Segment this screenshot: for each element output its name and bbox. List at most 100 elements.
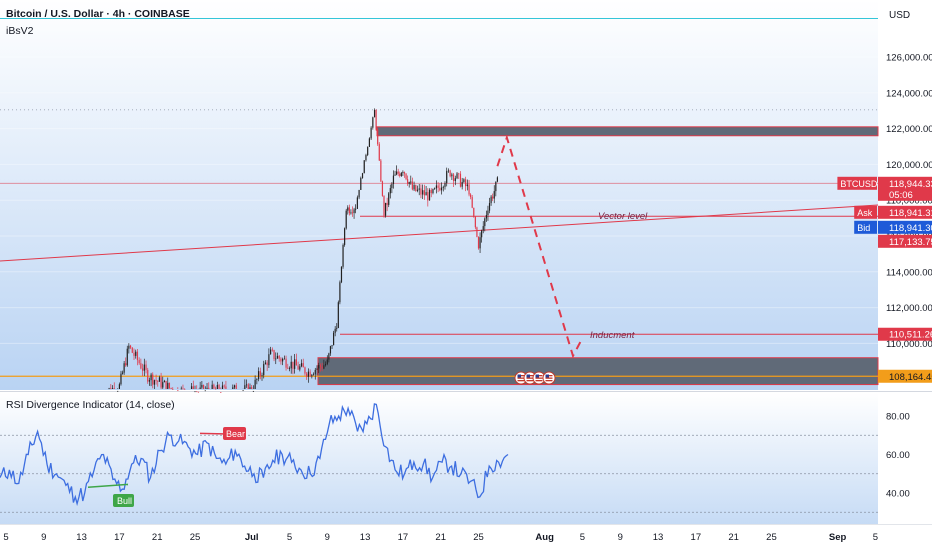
candle-body: [220, 392, 222, 393]
candle-body: [481, 230, 483, 238]
price-tick-label: 118,000.00: [886, 196, 932, 207]
rsi-line: [0, 403, 509, 507]
candle-body: [170, 388, 172, 389]
candle-body: [470, 194, 472, 198]
candle-body: [162, 382, 164, 388]
candle-body: [143, 364, 145, 371]
candle-body: [287, 367, 289, 369]
us-flag-icon[interactable]: [514, 371, 528, 385]
grid: [0, 56, 878, 344]
time-tick-label: 9: [41, 532, 46, 543]
price-label-box: [878, 220, 932, 234]
candle-body: [213, 384, 215, 389]
currency-label[interactable]: USD: [889, 10, 910, 21]
flag-stripe: [517, 380, 525, 382]
candle-body: [140, 363, 142, 369]
flag-stripe: [517, 377, 525, 379]
candle-body: [252, 390, 255, 392]
candle-body: [254, 379, 256, 389]
candle-body: [128, 345, 130, 349]
candle-body: [432, 189, 434, 194]
candle-body: [218, 384, 220, 389]
price-label-box: [878, 369, 932, 383]
us-flag-icon[interactable]: [542, 371, 556, 385]
candle-body: [423, 190, 425, 196]
candle-body: [261, 375, 263, 376]
time-tick-label: 5: [287, 532, 292, 543]
candle-body: [180, 388, 182, 390]
candle-body: [495, 181, 497, 192]
candle-body: [493, 191, 495, 199]
candle-body: [295, 359, 297, 366]
candle-body: [477, 236, 480, 249]
countdown-label: 05:06: [889, 190, 913, 201]
candle-body: [383, 195, 385, 216]
trend-line: [0, 204, 879, 262]
candle-body: [482, 226, 484, 231]
candle-body: [318, 365, 320, 369]
flag-stripe: [526, 377, 534, 379]
time-tick-label: 13: [360, 532, 371, 543]
price-axis[interactable]: 126,000.00 124,000.00 122,000.00 120,000.00…: [886, 53, 932, 350]
candle-body: [242, 390, 244, 392]
candle-body: [348, 207, 350, 214]
flag-canton: [535, 374, 539, 378]
candle-body: [113, 388, 115, 390]
price-tick-label: 122,000.00: [886, 124, 932, 135]
candle-body: [380, 160, 382, 182]
time-tick-label: Aug: [535, 532, 554, 543]
candle-body: [328, 353, 330, 360]
candle-body: [427, 192, 429, 201]
indicator-name: iBsV2: [6, 25, 34, 37]
time-tick-label: 17: [114, 532, 125, 543]
candle-body: [138, 360, 140, 364]
bear-badge: [223, 427, 246, 440]
candle-body: [201, 384, 203, 388]
price-tick-label: 120,000.00: [886, 160, 932, 171]
candle-body: [389, 188, 391, 194]
candle-body: [263, 364, 265, 376]
flag-stripe: [535, 380, 543, 382]
candle-body: [487, 210, 489, 216]
candle-body: [133, 352, 135, 356]
candle-body: [400, 172, 402, 176]
candle-body: [397, 171, 399, 174]
candle-body: [192, 386, 194, 389]
candle-body: [345, 210, 347, 229]
rsi-axis[interactable]: 80.00 60.00 40.00: [886, 412, 910, 500]
event-markers[interactable]: [514, 371, 556, 385]
candle-body: [396, 171, 398, 175]
candle-body: [405, 173, 407, 180]
time-axis[interactable]: 5 9 13 17 21 25 Jul 5 9 13 17 21 25 Aug 5 9 13 17 21 25 Sep 5: [3, 532, 878, 543]
candle-body: [211, 384, 213, 389]
candle-body: [402, 172, 404, 173]
candle-body: [157, 380, 159, 382]
candle-body: [131, 347, 133, 353]
flag-canton: [545, 374, 549, 378]
candle-body: [125, 363, 127, 366]
candle-body: [184, 388, 186, 390]
candle-body: [225, 386, 227, 389]
time-tick-label: Sep: [829, 532, 847, 543]
candle-body: [223, 385, 225, 387]
candle-body: [492, 196, 494, 199]
candle-body: [311, 374, 313, 377]
price-label-tag-text: Ask: [857, 208, 873, 218]
supply-demand-zones: [317, 126, 879, 386]
price-label-tag-text: BTCUSD: [840, 179, 878, 189]
time-tick-label: 25: [766, 532, 777, 543]
price-label-value: 117,133.75: [889, 237, 932, 248]
candle-body: [422, 190, 424, 195]
candle-body: [312, 374, 315, 376]
candle-body: [386, 202, 388, 205]
candle-body: [444, 183, 446, 187]
candle-body: [276, 355, 279, 359]
candle-body: [126, 348, 128, 366]
candle-body: [153, 380, 156, 385]
candle-body: [204, 390, 206, 392]
candle-body: [197, 391, 200, 393]
candle-body: [165, 380, 167, 389]
candle-body: [288, 368, 291, 370]
